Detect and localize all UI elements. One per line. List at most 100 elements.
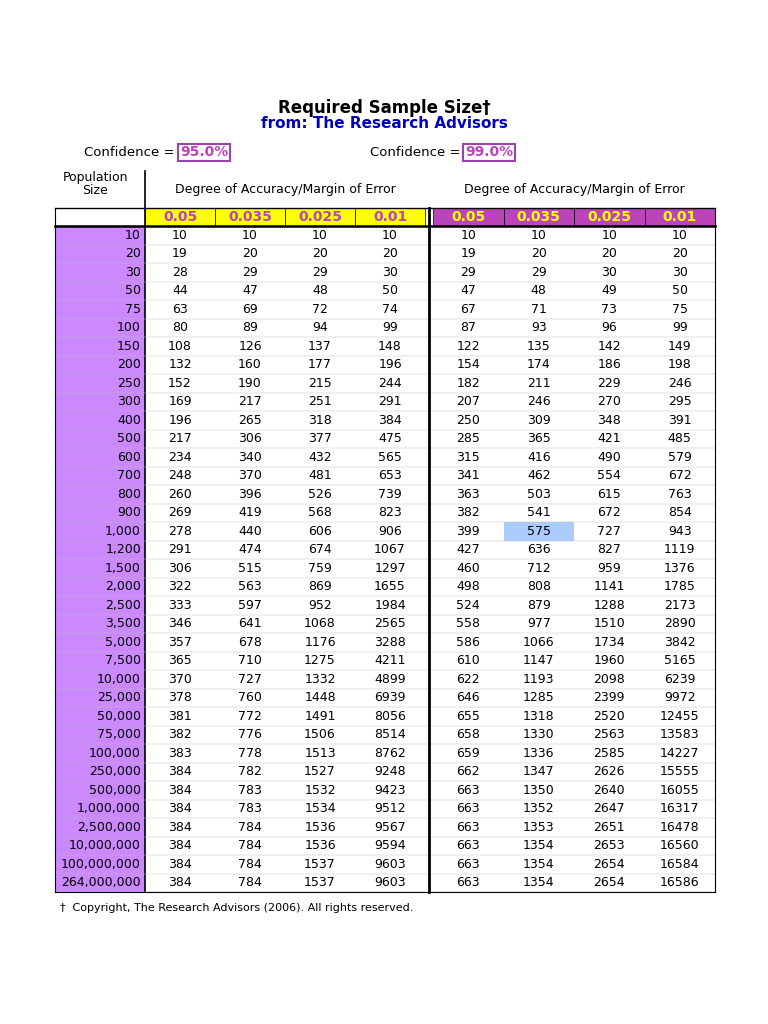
Text: 391: 391 [668,414,691,427]
Text: 20: 20 [531,247,547,260]
Text: 4899: 4899 [374,673,406,686]
Text: †  Copyright, The Research Advisors (2006). All rights reserved.: † Copyright, The Research Advisors (2006… [60,903,413,913]
Text: 16586: 16586 [660,877,700,889]
Text: 1510: 1510 [594,617,625,630]
Text: 710: 710 [238,654,262,668]
Text: 1067: 1067 [374,544,406,556]
FancyBboxPatch shape [55,245,145,263]
Text: 29: 29 [312,266,328,279]
Text: 19: 19 [460,247,476,260]
Text: 215: 215 [308,377,332,390]
Text: 384: 384 [168,877,192,889]
Text: 653: 653 [378,469,402,482]
Text: 265: 265 [238,414,262,427]
Text: from: The Research Advisors: from: The Research Advisors [260,117,508,131]
Text: 10: 10 [172,228,188,242]
Text: 727: 727 [598,524,621,538]
Text: 160: 160 [238,358,262,372]
Text: 1513: 1513 [304,746,336,760]
Text: 0.01: 0.01 [373,210,407,224]
Text: 760: 760 [238,691,262,705]
Text: 427: 427 [456,544,480,556]
Text: 1352: 1352 [523,802,554,815]
Text: 784: 784 [238,840,262,852]
Text: 8514: 8514 [374,728,406,741]
Text: 6939: 6939 [374,691,406,705]
Text: 50: 50 [382,285,398,297]
Text: 2399: 2399 [594,691,625,705]
Text: 700: 700 [117,469,141,482]
Text: 2520: 2520 [594,710,625,723]
Text: 80: 80 [172,322,188,334]
Text: 72: 72 [312,303,328,315]
Text: 663: 663 [456,858,480,870]
Text: 370: 370 [238,469,262,482]
Text: 248: 248 [168,469,192,482]
Text: 186: 186 [598,358,621,372]
Text: 357: 357 [168,636,192,649]
Text: 782: 782 [238,765,262,778]
FancyBboxPatch shape [55,337,145,355]
Text: Degree of Accuracy/Margin of Error: Degree of Accuracy/Margin of Error [174,183,396,197]
Text: 2647: 2647 [594,802,625,815]
Text: 348: 348 [598,414,621,427]
Text: 108: 108 [168,340,192,352]
Text: 365: 365 [527,432,551,445]
Text: 3,500: 3,500 [105,617,141,630]
Text: 25,000: 25,000 [97,691,141,705]
Text: 568: 568 [308,506,332,519]
Text: 250: 250 [456,414,480,427]
Text: 8762: 8762 [374,746,406,760]
Text: 827: 827 [598,544,621,556]
Text: 50: 50 [125,285,141,297]
Text: 15555: 15555 [660,765,700,778]
FancyBboxPatch shape [178,143,230,161]
Text: 0.05: 0.05 [451,210,485,224]
Text: 663: 663 [456,840,480,852]
Text: 1350: 1350 [523,783,554,797]
FancyBboxPatch shape [55,449,145,467]
Text: 89: 89 [242,322,258,334]
FancyBboxPatch shape [55,467,145,485]
Text: 74: 74 [382,303,398,315]
Text: 9972: 9972 [664,691,696,705]
Text: 29: 29 [531,266,547,279]
Text: 1537: 1537 [304,877,336,889]
Text: 1353: 1353 [523,821,554,834]
Text: 2653: 2653 [594,840,625,852]
FancyBboxPatch shape [55,578,145,596]
Text: 475: 475 [378,432,402,445]
Text: 672: 672 [598,506,621,519]
Text: 75: 75 [672,303,688,315]
Text: Required Sample Size†: Required Sample Size† [278,99,490,117]
Text: 0.035: 0.035 [228,210,272,224]
Text: 0.01: 0.01 [663,210,697,224]
Text: 95.0%: 95.0% [180,145,228,159]
Text: 900: 900 [118,506,141,519]
Text: 586: 586 [456,636,480,649]
Text: 177: 177 [308,358,332,372]
Text: 148: 148 [378,340,402,352]
Text: 1491: 1491 [304,710,336,723]
Text: 952: 952 [308,599,332,611]
Text: 384: 384 [168,783,192,797]
Text: 1960: 1960 [594,654,625,668]
Text: 196: 196 [378,358,402,372]
Text: 763: 763 [668,487,692,501]
FancyBboxPatch shape [285,208,355,226]
Text: 9512: 9512 [374,802,406,815]
Text: 73: 73 [601,303,617,315]
Text: 99.0%: 99.0% [465,145,513,159]
Text: 47: 47 [242,285,258,297]
Text: 1297: 1297 [374,562,406,574]
Text: 1285: 1285 [523,691,554,705]
Text: 1536: 1536 [304,840,336,852]
Text: 1537: 1537 [304,858,336,870]
Text: 47: 47 [460,285,476,297]
Text: 384: 384 [168,840,192,852]
Text: 7,500: 7,500 [105,654,141,668]
Text: 384: 384 [168,858,192,870]
Text: 558: 558 [456,617,480,630]
Text: 30: 30 [672,266,687,279]
Text: 10: 10 [125,228,141,242]
